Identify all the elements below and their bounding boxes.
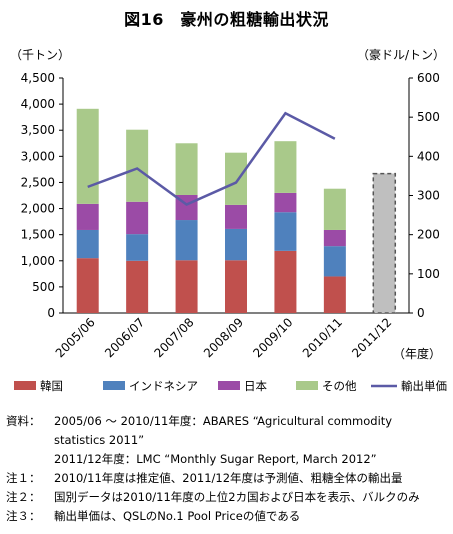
bar-segment (126, 201, 149, 235)
right-tick-label: 0 (417, 306, 425, 320)
source-line-2: statistics 2011” (54, 433, 145, 447)
bar-segment (175, 143, 198, 195)
bar-segment (225, 152, 247, 205)
x-tick-label: 2007/08 (152, 315, 197, 360)
forecast-total-bar (372, 172, 397, 314)
legend-swatch (14, 381, 36, 390)
axes: 0 500 1,000 1,500 2,000 2,500 3,000 3,500 4,000 4… (21, 71, 440, 320)
x-tick-label: 2008/09 (201, 315, 246, 360)
x-tick-label: 2010/11 (300, 315, 345, 360)
bar-segment (126, 260, 149, 313)
bars (76, 108, 397, 314)
right-tick-label: 100 (417, 267, 440, 281)
legend: 韓国 インドネシア 日本 その他 輸出単価 (14, 379, 447, 393)
bar-segment (274, 250, 297, 313)
bar-segment (225, 228, 247, 261)
notes: 資料： 2005/06 ～ 2010/11年度：ABARES “Agricult… (6, 412, 451, 526)
price-line (87, 111, 336, 206)
bar-segment (126, 234, 149, 261)
bar-segment (175, 260, 198, 313)
note-2-row: 注２： 国別データは2010/11年度の上位2カ国および日本を表示、バルクのみ (6, 488, 451, 507)
left-tick-label: 3,500 (21, 123, 55, 137)
note-2-label: 注２： (6, 490, 41, 504)
note-1-label: 注１： (6, 471, 41, 485)
source-label: 資料： (6, 414, 41, 428)
bar-segment (76, 108, 99, 204)
legend-label: 日本 (244, 379, 267, 393)
legend-label: 韓国 (40, 379, 63, 393)
x-ticks: 2005/06 2006/07 2007/08 2008/09 2009/10 2010/… (53, 315, 395, 360)
bar-segment (76, 229, 99, 259)
bar-segment (274, 192, 297, 213)
legend-swatch (218, 381, 240, 390)
left-tick-label: 500 (32, 280, 55, 294)
left-tick-label: 2,000 (21, 202, 55, 216)
left-tick-label: 1,500 (21, 228, 55, 242)
bar-segment (323, 276, 346, 313)
legend-label: インドネシア (129, 379, 198, 393)
right-tick-label: 400 (417, 149, 440, 163)
chart-svg: 0 500 1,000 1,500 2,000 2,500 3,000 3,500 4,000 4… (14, 71, 447, 393)
bar-segment (323, 246, 346, 277)
left-tick-label: 1,000 (21, 254, 55, 268)
x-tick-label: 2005/06 (53, 315, 98, 360)
left-tick-label: 2,500 (21, 175, 55, 189)
bar-segment (274, 141, 297, 193)
legend-swatch (296, 381, 318, 390)
bar-segment (225, 260, 247, 313)
note-1-text: 2010/11年度は推定値、2011/12年度は予測値、粗糖全体の輸出量 (54, 471, 403, 485)
source-line-3: 2011/12年度：LMC “Monthly Sugar Report, Mar… (54, 452, 377, 466)
note-3-text: 輸出単価は、QSLのNo.1 Pool Priceの値である (54, 509, 301, 523)
left-tick-label: 3,000 (21, 149, 55, 163)
note-2-text: 国別データは2010/11年度の上位2カ国および日本を表示、バルクのみ (54, 490, 420, 504)
right-tick-label: 600 (417, 71, 440, 85)
bar-segment (274, 212, 297, 251)
right-axis-unit: （豪ドル/トン） (356, 48, 445, 62)
note-3-label: 注３： (6, 509, 41, 523)
legend-swatch (103, 381, 125, 390)
bar-segment (76, 258, 99, 313)
right-tick-label: 300 (417, 189, 440, 203)
left-tick-label: 4,000 (21, 97, 55, 111)
left-tick-label: 0 (47, 306, 55, 320)
right-tick-label: 500 (417, 110, 440, 124)
x-tick-label: 2006/07 (102, 315, 147, 360)
bar-segment (175, 220, 198, 261)
x-axis-label: （年度） (393, 346, 441, 361)
bar-segment (76, 203, 99, 230)
left-axis-unit: （千トン） (10, 48, 71, 62)
left-tick-label: 4,500 (21, 71, 55, 85)
source-row: 資料： 2005/06 ～ 2010/11年度：ABARES “Agricult… (6, 412, 451, 431)
note-3-row: 注３： 輸出単価は、QSLのNo.1 Pool Priceの値である (6, 507, 451, 526)
price-line-path (87, 111, 336, 206)
bar-segment (323, 188, 346, 230)
source-line-1: 2005/06 ～ 2010/11年度：ABARES “Agricultural… (54, 414, 393, 428)
x-tick-label: 2009/10 (250, 315, 295, 360)
x-tick-label: 2011/12 (349, 315, 394, 360)
bar-segment (126, 129, 149, 202)
legend-label: 輸出単価 (401, 379, 447, 393)
bar-segment (323, 229, 346, 247)
note-1-row: 注１： 2010/11年度は推定値、2011/12年度は予測値、粗糖全体の輸出量 (6, 469, 451, 488)
right-tick-label: 200 (417, 228, 440, 242)
bar-segment (225, 204, 247, 229)
chart-title: 図16 豪州の粗糖輸出状況 (124, 10, 329, 29)
legend-label: その他 (322, 379, 357, 393)
